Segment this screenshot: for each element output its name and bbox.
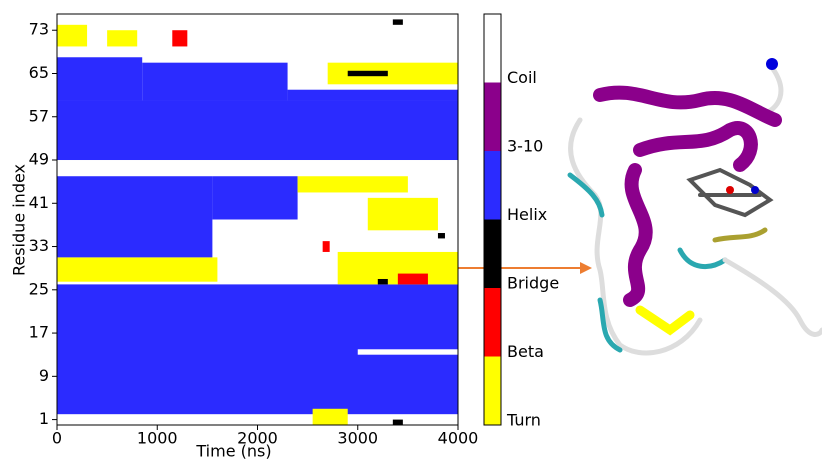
cell: [327, 62, 458, 85]
cell: [287, 89, 458, 101]
colorbar-label: Beta: [507, 342, 544, 361]
colorbar-swatch: [484, 151, 501, 220]
cell: [57, 57, 143, 101]
y-tick-label: 25: [29, 279, 49, 298]
colorbar-frame: [483, 13, 502, 426]
x-tick-label: 1000: [137, 429, 178, 448]
colorbar-swatch: [484, 82, 501, 151]
colorbar-label: Bridge: [507, 274, 559, 293]
y-tick-label: 9: [39, 366, 49, 385]
cell: [172, 30, 188, 47]
x-tick-label: 2000: [237, 429, 278, 448]
x-tick-label: 3000: [337, 429, 378, 448]
x-axis-label: Time (ns): [195, 442, 271, 461]
cell: [57, 176, 213, 258]
y-axis-label: Residue index: [10, 164, 29, 276]
y-tick-label: 49: [29, 150, 49, 169]
colorbar-label: Helix: [507, 205, 547, 224]
cell: [312, 408, 348, 425]
x-tick-label: 4000: [438, 429, 479, 448]
cell: [392, 419, 403, 425]
cell: [322, 241, 330, 252]
cell: [357, 349, 458, 355]
cell: [107, 30, 138, 47]
cell: [142, 62, 288, 101]
colorbar-label: Coil: [507, 68, 537, 87]
heatmap: [57, 14, 458, 425]
cell: [377, 278, 388, 285]
colorbar-swatch: [484, 219, 501, 288]
cell: [212, 176, 298, 220]
colorbar-swatch: [484, 356, 501, 425]
y-tick-label: 65: [29, 63, 49, 82]
protein-structure: [567, 58, 822, 356]
y-tick-label: 57: [29, 106, 49, 125]
cell: [367, 197, 438, 231]
cell: [347, 70, 388, 77]
cell: [392, 19, 403, 25]
arrow-head: [580, 262, 592, 274]
cell: [397, 273, 428, 285]
cell: [437, 233, 445, 239]
y-tick-label: 41: [29, 193, 49, 212]
y-tick-label: 73: [29, 20, 49, 39]
cell: [297, 176, 408, 193]
y-tick-label: 17: [29, 323, 49, 342]
y-tick-label: 33: [29, 236, 49, 255]
y-tick-label: 1: [39, 409, 49, 428]
colorbar-swatch: [484, 14, 501, 83]
colorbar-label: 3-10: [507, 137, 543, 156]
colorbar-label: Turn: [506, 411, 541, 430]
cell: [57, 100, 458, 161]
x-tick-label: 0: [52, 429, 62, 448]
cell: [57, 257, 218, 282]
colorbar-swatch: [484, 288, 501, 357]
cell: [57, 24, 88, 47]
